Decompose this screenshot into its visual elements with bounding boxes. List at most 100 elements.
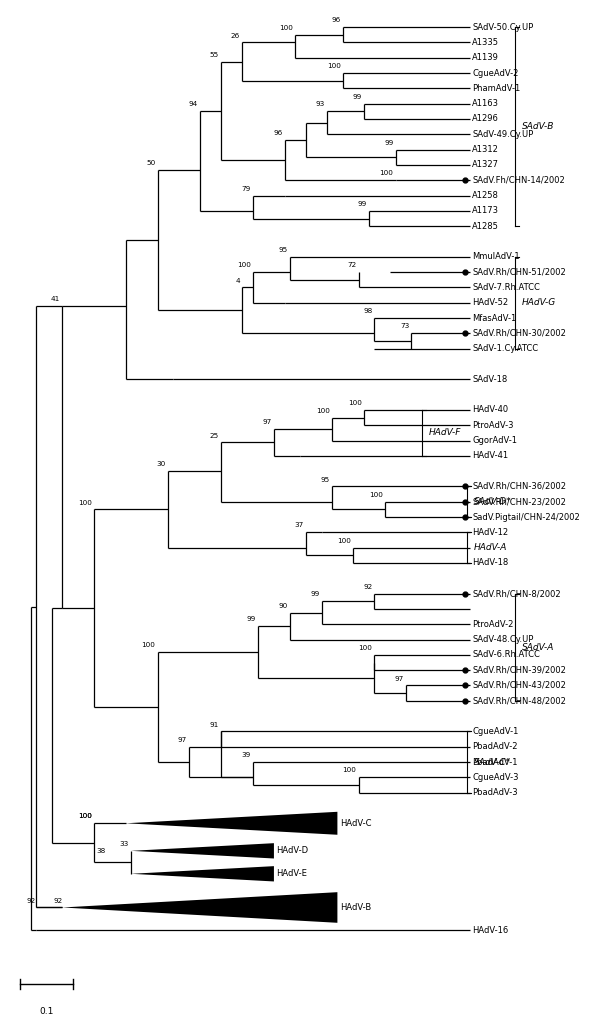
Text: GgorAdV-1: GgorAdV-1 xyxy=(472,436,517,445)
Text: 93: 93 xyxy=(316,102,325,108)
Text: CgueAdV-3: CgueAdV-3 xyxy=(472,773,519,782)
Text: 72: 72 xyxy=(347,262,356,268)
Text: SAdV-D*: SAdV-D* xyxy=(474,497,511,506)
Text: 97: 97 xyxy=(395,675,404,681)
Text: 30: 30 xyxy=(157,462,166,467)
Text: SAdV-A: SAdV-A xyxy=(521,643,554,652)
Text: SAdV-18: SAdV-18 xyxy=(472,375,508,383)
Text: 100: 100 xyxy=(343,768,356,774)
Text: 100: 100 xyxy=(348,400,362,406)
Text: A1312: A1312 xyxy=(472,145,499,155)
Text: A1327: A1327 xyxy=(472,161,499,170)
Text: HAdV-G: HAdV-G xyxy=(521,298,556,307)
Text: 100: 100 xyxy=(358,645,373,651)
Text: 99: 99 xyxy=(358,201,367,207)
Text: 92: 92 xyxy=(26,898,36,903)
Text: SAdV.Rh/CHN-30/2002: SAdV.Rh/CHN-30/2002 xyxy=(472,328,566,338)
Text: A1285: A1285 xyxy=(472,222,499,231)
Text: SAdV-6.Rh.ATCC: SAdV-6.Rh.ATCC xyxy=(472,650,540,659)
Text: SAdV.Rh/CHN-8/2002: SAdV.Rh/CHN-8/2002 xyxy=(472,589,561,598)
Polygon shape xyxy=(126,812,337,835)
Text: 99: 99 xyxy=(384,139,394,145)
Text: A1139: A1139 xyxy=(472,53,499,62)
Text: 97: 97 xyxy=(263,419,272,425)
Text: 39: 39 xyxy=(241,753,251,758)
Text: 100: 100 xyxy=(78,814,92,820)
Text: SAdV-C*: SAdV-C* xyxy=(474,758,511,767)
Text: 91: 91 xyxy=(209,721,219,727)
Text: 100: 100 xyxy=(142,642,155,648)
Text: 95: 95 xyxy=(278,247,287,253)
Text: SAdV-B: SAdV-B xyxy=(521,122,554,131)
Text: 100: 100 xyxy=(279,24,293,31)
Text: 100: 100 xyxy=(369,492,383,498)
Text: 99: 99 xyxy=(310,592,319,597)
Text: PhamAdV-1: PhamAdV-1 xyxy=(472,83,521,93)
Text: 99: 99 xyxy=(352,94,362,100)
Text: HAdV-52: HAdV-52 xyxy=(472,298,508,307)
Text: CgueAdV-2: CgueAdV-2 xyxy=(472,68,518,77)
Text: HAdV-18: HAdV-18 xyxy=(472,558,509,567)
Text: SAdV.Rh/CHN-36/2002: SAdV.Rh/CHN-36/2002 xyxy=(472,482,566,491)
Text: SAdV-1.Cy.ATCC: SAdV-1.Cy.ATCC xyxy=(472,344,538,353)
Text: HAdV-A: HAdV-A xyxy=(474,543,507,552)
Text: A1173: A1173 xyxy=(472,206,499,216)
Text: PtroAdV-2: PtroAdV-2 xyxy=(472,619,514,629)
Text: 26: 26 xyxy=(231,33,240,39)
Text: 100: 100 xyxy=(78,814,92,820)
Text: 73: 73 xyxy=(400,323,409,330)
Text: 92: 92 xyxy=(53,898,62,903)
Text: 55: 55 xyxy=(209,52,219,58)
Text: 37: 37 xyxy=(295,523,304,529)
Text: SAdV.Rh/CHN-23/2002: SAdV.Rh/CHN-23/2002 xyxy=(472,497,566,506)
Text: SAdV-49.Cy.UP: SAdV-49.Cy.UP xyxy=(472,130,533,138)
Text: HAdV-B: HAdV-B xyxy=(340,903,371,912)
Text: A1335: A1335 xyxy=(472,38,499,47)
Text: A1296: A1296 xyxy=(472,115,499,123)
Text: HAdV-16: HAdV-16 xyxy=(472,925,509,935)
Text: SAdV-7.Rh.ATCC: SAdV-7.Rh.ATCC xyxy=(472,283,540,292)
Text: HAdV-E: HAdV-E xyxy=(277,870,307,879)
Text: 100: 100 xyxy=(380,170,394,176)
Text: SAdV.Rh/CHN-51/2002: SAdV.Rh/CHN-51/2002 xyxy=(472,267,566,277)
Text: 100: 100 xyxy=(316,408,330,414)
Text: 97: 97 xyxy=(178,737,187,742)
Text: SAdV.Fh/CHN-14/2002: SAdV.Fh/CHN-14/2002 xyxy=(472,176,565,185)
Text: 95: 95 xyxy=(321,477,330,482)
Text: HAdV-40: HAdV-40 xyxy=(472,406,508,414)
Text: 96: 96 xyxy=(331,17,341,23)
Text: 96: 96 xyxy=(273,130,283,136)
Polygon shape xyxy=(131,843,274,858)
Text: PbadAdV-2: PbadAdV-2 xyxy=(472,742,518,752)
Text: A1163: A1163 xyxy=(472,100,499,108)
Text: 33: 33 xyxy=(120,841,129,847)
Text: SAdV.Rh/CHN-43/2002: SAdV.Rh/CHN-43/2002 xyxy=(472,681,566,690)
Text: 50: 50 xyxy=(146,160,155,166)
Text: 41: 41 xyxy=(51,296,60,302)
Text: PtroAdV-3: PtroAdV-3 xyxy=(472,421,514,430)
Text: 25: 25 xyxy=(209,432,219,438)
Text: 94: 94 xyxy=(188,101,198,107)
Polygon shape xyxy=(62,892,337,922)
Text: SAdV-50.Cy.UP: SAdV-50.Cy.UP xyxy=(472,22,533,32)
Polygon shape xyxy=(131,866,274,882)
Text: 100: 100 xyxy=(327,63,341,69)
Text: 90: 90 xyxy=(278,603,287,609)
Text: A1258: A1258 xyxy=(472,191,499,200)
Text: 92: 92 xyxy=(363,584,373,590)
Text: HAdV-F: HAdV-F xyxy=(429,428,461,437)
Text: 98: 98 xyxy=(363,308,373,314)
Text: MmulAdV-1: MmulAdV-1 xyxy=(472,252,520,261)
Text: HAdV-12: HAdV-12 xyxy=(472,528,508,537)
Text: 4: 4 xyxy=(235,278,240,284)
Text: SadV.Pigtail/CHN-24/2002: SadV.Pigtail/CHN-24/2002 xyxy=(472,513,580,522)
Text: HAdV-C: HAdV-C xyxy=(340,819,371,828)
Text: SAdV.Rh/CHN-39/2002: SAdV.Rh/CHN-39/2002 xyxy=(472,666,566,674)
Text: 99: 99 xyxy=(247,616,256,622)
Text: SAdV.Rh/CHN-48/2002: SAdV.Rh/CHN-48/2002 xyxy=(472,697,566,706)
Text: 100: 100 xyxy=(78,499,92,505)
Text: 38: 38 xyxy=(96,848,106,854)
Text: PbadAdV-3: PbadAdV-3 xyxy=(472,788,518,797)
Text: 100: 100 xyxy=(237,262,251,268)
Text: 0.1: 0.1 xyxy=(39,1007,53,1016)
